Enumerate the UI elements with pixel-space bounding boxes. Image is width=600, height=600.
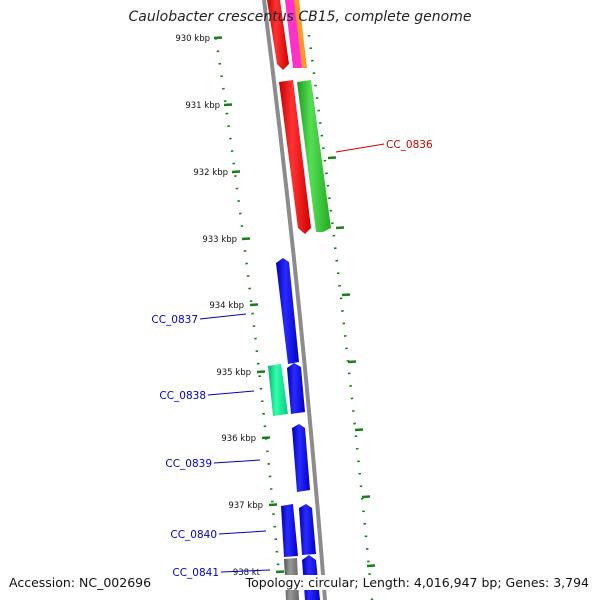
gene-arrow-cc0840-a [281, 504, 298, 557]
gene-callout-line [218, 530, 267, 535]
ruler-outer-tick [347, 360, 357, 364]
gene-label-cc-0838[interactable]: CC_0838 [159, 390, 206, 402]
gene-arrow-cc0839 [292, 424, 310, 492]
gene-arrow-red-top [267, 0, 289, 70]
ruler-outer-tick [335, 226, 345, 230]
ruler-tick-label: 938 kt [233, 568, 261, 578]
ruler-tick-label: 934 kbp [209, 301, 244, 311]
gene-callout-line [213, 459, 261, 464]
ruler-tick-label: 932 kbp [193, 168, 228, 178]
ruler-labels: 930 kbp 931 kbp 932 kbp 933 kbp 934 kbp 935 k… [175, 34, 263, 578]
gene-label-cc-0836[interactable]: CC_0836 [386, 139, 433, 151]
ruler-tick-label: 931 kbp [185, 101, 220, 111]
ruler-tick [213, 36, 223, 40]
gene-label-cc-0841[interactable]: CC_0841 [172, 567, 219, 579]
gene-callouts: CC_0836 CC_0837 CC_0838 CC_0839 CC_0840 CC_08… [151, 139, 433, 579]
ruler-tick [231, 170, 241, 174]
ruler-ticks [213, 36, 376, 574]
ruler-tick [241, 237, 251, 241]
ruler-tick [256, 370, 266, 374]
gene-arrow-cc0838 [268, 364, 288, 416]
ruler-tick-label: 930 kbp [175, 34, 210, 44]
gene-arrow-cc0840-b [299, 504, 316, 555]
gene-callout-line [207, 390, 255, 396]
genome-summary: Topology: circular; Length: 4,016,947 bp… [243, 575, 589, 590]
ruler-tick [261, 436, 271, 440]
gene-arrow-cc0836 [297, 80, 331, 232]
map-title: Caulobacter crescentus CB15, complete ge… [128, 9, 472, 25]
gene-arrow-cc0837 [276, 258, 299, 364]
ruler-outer-tick [361, 495, 371, 499]
ruler-outer-tick [366, 564, 376, 568]
ruler-tick-label: 937 kbp [228, 501, 263, 511]
genome-backbone [262, 0, 327, 600]
ruler-tick [223, 103, 233, 107]
accession-label: Accession: NC_002696 [9, 575, 152, 590]
ruler-inner-dots [214, 37, 283, 600]
gene-arrow-red-large [279, 80, 311, 234]
gene-callout-line [199, 313, 247, 320]
gene-arrow-cc0838-b [287, 363, 305, 414]
ruler-tick [268, 503, 278, 507]
gene-label-cc-0840[interactable]: CC_0840 [170, 529, 217, 541]
ruler-tick [275, 570, 285, 574]
ruler-outer-tick [327, 156, 337, 160]
ruler-outer-tick [354, 428, 364, 432]
forward-strand-genes [285, 0, 331, 232]
gene-label-cc-0837[interactable]: CC_0837 [151, 314, 198, 326]
gene-callout-line [335, 143, 385, 153]
gene-callout-line [220, 569, 271, 573]
gene-label-cc-0839[interactable]: CC_0839 [165, 458, 212, 470]
ruler-tick-label: 936 kbp [221, 434, 256, 444]
ruler-tick [249, 303, 259, 307]
gene-arrow-orange [294, 0, 307, 68]
ruler-outer-tick [341, 293, 351, 297]
gene-arrow-magenta [285, 0, 304, 68]
ruler-tick-label: 935 kbp [216, 368, 251, 378]
ruler-tick-label: 933 kbp [202, 235, 237, 245]
reverse-strand-genes [267, 0, 320, 600]
